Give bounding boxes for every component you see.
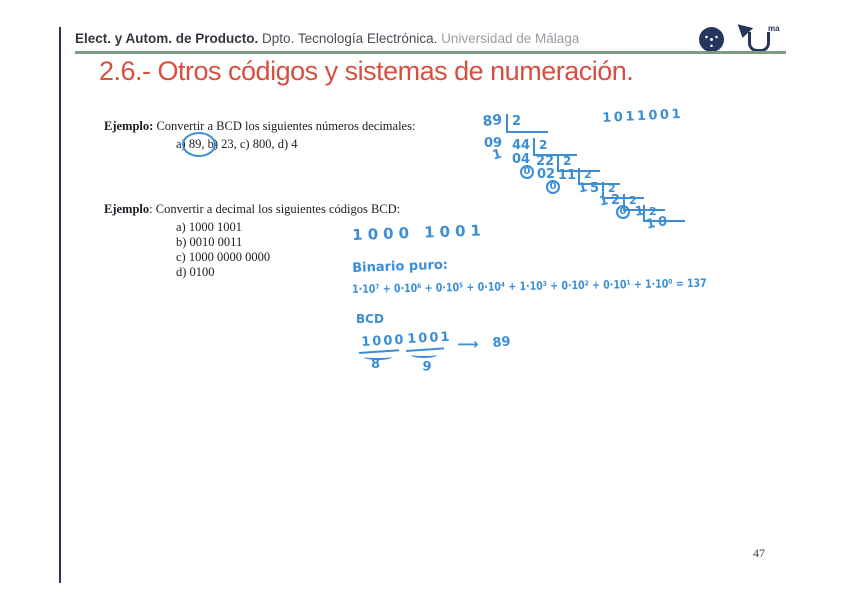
ink-binary-expansion-formula: 1·10⁷ + 0·10⁶ + 0·10⁵ + 0·10⁴ + 1·10³ + …: [351, 275, 707, 296]
department-name: Dpto. Tecnología Electrónica.: [262, 31, 438, 46]
university-seal-icon: [699, 27, 724, 52]
example-2-item-b: b) 0010 0011: [176, 235, 243, 249]
uma-logo-icon: ma: [734, 24, 782, 54]
university-name: Universidad de Málaga: [441, 31, 580, 46]
example-1-prompt: Convertir a BCD los siguientes números d…: [153, 119, 416, 133]
ink-label-bcd: BCD: [356, 312, 384, 326]
ink-quotient-22: 22: [536, 154, 555, 169]
ink-partial-09: 09: [484, 136, 503, 151]
header-bar: Elect. y Autom. de Producto. Dpto. Tecno…: [75, 31, 579, 46]
header-rule: [75, 51, 786, 54]
example-1-heading: Ejemplo: Convertir a BCD los siguientes …: [104, 119, 415, 134]
example-2-item-d: d) 0100: [176, 265, 215, 279]
ink-divisor-bracket-2: 2: [533, 138, 577, 156]
ink-bcd-group-1000: 1000: [360, 332, 406, 350]
ink-underbrace-1001: [411, 352, 437, 358]
course-name: Elect. y Autom. de Producto.: [75, 31, 259, 46]
example-2-item-a: a) 1000 1001: [176, 220, 242, 234]
example-2: Ejemplo: Convertir a decimal los siguien…: [104, 202, 400, 280]
example-2-prompt: : Convertir a decimal los siguientes cód…: [149, 202, 401, 216]
ink-quotient-44: 44: [512, 138, 531, 153]
ink-remainder-0b: 0: [546, 180, 560, 194]
ink-quotient-11: 11: [558, 168, 577, 183]
ink-divisor-bracket-1: 2: [506, 114, 548, 133]
ink-remainder-0a: 0: [520, 165, 534, 179]
ink-result-89: 89: [491, 334, 512, 351]
ink-underbrace-1000: [364, 354, 392, 360]
ink-quotient-2: 2: [611, 193, 621, 208]
ink-partial-04: 04: [512, 152, 531, 167]
ink-arrow-right: ⟶: [457, 335, 479, 353]
example-2-label: Ejemplo: [104, 202, 150, 216]
example-1: Ejemplo: Convertir a BCD los siguientes …: [104, 119, 415, 152]
page-title: 2.6.- Otros códigos y sistemas de numera…: [99, 56, 634, 86]
ink-divisor-bracket-4: 2: [578, 168, 620, 185]
ink-binary-result-1011001: 1011001: [601, 106, 684, 126]
example-1-label: Ejemplo:: [104, 119, 154, 133]
ink-digit-8: 8: [371, 357, 381, 372]
ink-quotient-5: 5: [590, 181, 600, 196]
ink-remainder-0c: 0: [616, 205, 630, 219]
ink-quotient-0: 0: [658, 215, 668, 230]
left-accent-line: [59, 27, 61, 583]
ink-circle-annotation-89: [182, 132, 216, 157]
uma-logo-u-shape: [748, 32, 770, 52]
ink-label-binario-puro: Binario puro:: [351, 257, 449, 276]
ink-dividend-89: 89: [481, 111, 503, 130]
example-2-items: a) 1000 1001 b) 0010 0011 c) 1000 0000 0…: [176, 220, 400, 280]
ink-partial-02: 02: [537, 167, 556, 182]
page-number: 47: [753, 546, 765, 560]
ink-divisor-bracket-7: 2: [643, 205, 685, 222]
ink-handwritten-1000-1001: 1000 1001: [351, 221, 487, 244]
ink-digit-9: 9: [421, 359, 433, 375]
ink-bcd-group-1001: 1001: [406, 329, 452, 347]
example-2-heading: Ejemplo: Convertir a decimal los siguien…: [104, 202, 400, 217]
uma-logo-superscript: ma: [768, 24, 780, 33]
example-2-item-c: c) 1000 0000 0000: [176, 250, 271, 264]
